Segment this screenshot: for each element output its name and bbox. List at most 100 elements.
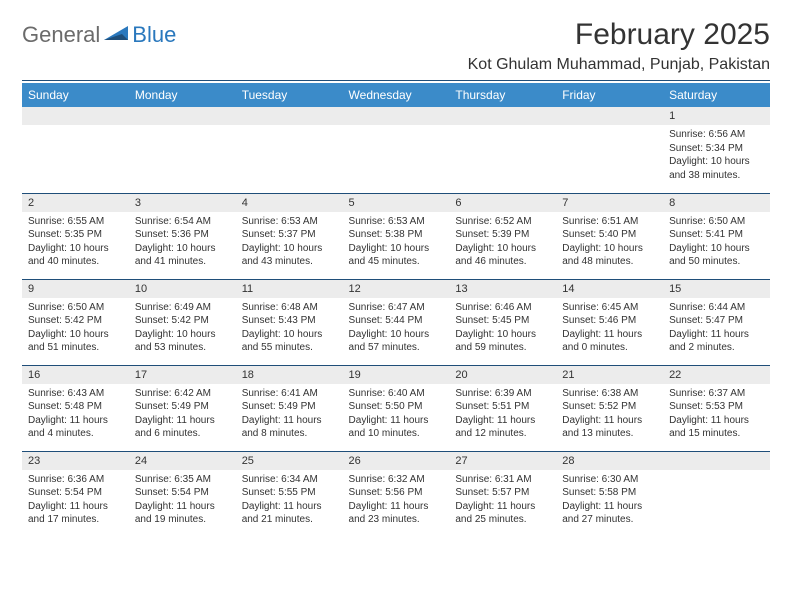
sunset-line: Sunset: 5:54 PM xyxy=(28,486,123,500)
sunrise-line: Sunrise: 6:32 AM xyxy=(349,473,444,487)
day-details: Sunrise: 6:46 AMSunset: 5:45 PMDaylight:… xyxy=(449,298,556,359)
weekday-header: Friday xyxy=(556,83,663,107)
calendar-cell xyxy=(343,107,450,193)
daylight-line: Daylight: 11 hours and 10 minutes. xyxy=(349,414,444,441)
daylight-line: Daylight: 10 hours and 45 minutes. xyxy=(349,242,444,269)
calendar-cell: 2Sunrise: 6:55 AMSunset: 5:35 PMDaylight… xyxy=(22,193,129,279)
calendar-table: SundayMondayTuesdayWednesdayThursdayFrid… xyxy=(22,83,770,537)
daylight-line: Daylight: 10 hours and 53 minutes. xyxy=(135,328,230,355)
sunrise-line: Sunrise: 6:31 AM xyxy=(455,473,550,487)
calendar-cell: 9Sunrise: 6:50 AMSunset: 5:42 PMDaylight… xyxy=(22,279,129,365)
weekday-header-row: SundayMondayTuesdayWednesdayThursdayFrid… xyxy=(22,83,770,107)
day-number: 14 xyxy=(556,280,663,298)
day-number: 9 xyxy=(22,280,129,298)
day-number: 4 xyxy=(236,194,343,212)
calendar-cell: 17Sunrise: 6:42 AMSunset: 5:49 PMDayligh… xyxy=(129,365,236,451)
logo: General Blue xyxy=(22,22,176,48)
calendar-week-row: 1Sunrise: 6:56 AMSunset: 5:34 PMDaylight… xyxy=(22,107,770,193)
day-details: Sunrise: 6:38 AMSunset: 5:52 PMDaylight:… xyxy=(556,384,663,445)
sunset-line: Sunset: 5:41 PM xyxy=(669,228,764,242)
title-block: February 2025 Kot Ghulam Muhammad, Punja… xyxy=(468,18,770,74)
sunset-line: Sunset: 5:36 PM xyxy=(135,228,230,242)
day-number: 16 xyxy=(22,366,129,384)
calendar-cell: 24Sunrise: 6:35 AMSunset: 5:54 PMDayligh… xyxy=(129,451,236,537)
logo-text-general: General xyxy=(22,22,100,48)
sunset-line: Sunset: 5:35 PM xyxy=(28,228,123,242)
day-number: 19 xyxy=(343,366,450,384)
day-number xyxy=(22,107,129,125)
calendar-cell: 4Sunrise: 6:53 AMSunset: 5:37 PMDaylight… xyxy=(236,193,343,279)
sunset-line: Sunset: 5:56 PM xyxy=(349,486,444,500)
sunset-line: Sunset: 5:39 PM xyxy=(455,228,550,242)
calendar-cell: 7 Sunrise: 6:51 AMSunset: 5:40 PMDaylight… xyxy=(556,193,663,279)
calendar-cell: 6Sunrise: 6:52 AMSunset: 5:39 PMDaylight… xyxy=(449,193,556,279)
logo-text-blue: Blue xyxy=(132,22,176,48)
day-number: 6 xyxy=(449,194,556,212)
day-number: 12 xyxy=(343,280,450,298)
calendar-cell xyxy=(129,107,236,193)
calendar-cell: 14Sunrise: 6:45 AMSunset: 5:46 PMDayligh… xyxy=(556,279,663,365)
day-details: Sunrise: 6:52 AMSunset: 5:39 PMDaylight:… xyxy=(449,212,556,273)
day-number: 25 xyxy=(236,452,343,470)
sunrise-line: Sunrise: 6:56 AM xyxy=(669,128,764,142)
sunrise-line: Sunrise: 6:41 AM xyxy=(242,387,337,401)
calendar-cell: 19Sunrise: 6:40 AMSunset: 5:50 PMDayligh… xyxy=(343,365,450,451)
calendar-cell xyxy=(449,107,556,193)
daylight-line: Daylight: 10 hours and 51 minutes. xyxy=(28,328,123,355)
calendar-cell: 20Sunrise: 6:39 AMSunset: 5:51 PMDayligh… xyxy=(449,365,556,451)
calendar-cell xyxy=(663,451,770,537)
daylight-line: Daylight: 11 hours and 25 minutes. xyxy=(455,500,550,527)
day-number: 7 xyxy=(556,194,663,212)
calendar-cell xyxy=(556,107,663,193)
month-title: February 2025 xyxy=(468,18,770,52)
sunset-line: Sunset: 5:45 PM xyxy=(455,314,550,328)
sunset-line: Sunset: 5:42 PM xyxy=(135,314,230,328)
weekday-header: Sunday xyxy=(22,83,129,107)
day-number: 22 xyxy=(663,366,770,384)
day-number: 21 xyxy=(556,366,663,384)
sunrise-line: Sunrise: 6:38 AM xyxy=(562,387,657,401)
sunrise-line: Sunrise: 6:49 AM xyxy=(135,301,230,315)
location: Kot Ghulam Muhammad, Punjab, Pakistan xyxy=(468,56,770,74)
sunset-line: Sunset: 5:46 PM xyxy=(562,314,657,328)
sunset-line: Sunset: 5:50 PM xyxy=(349,400,444,414)
day-details: Sunrise: 6:41 AMSunset: 5:49 PMDaylight:… xyxy=(236,384,343,445)
daylight-line: Daylight: 10 hours and 59 minutes. xyxy=(455,328,550,355)
day-number: 5 xyxy=(343,194,450,212)
daylight-line: Daylight: 10 hours and 46 minutes. xyxy=(455,242,550,269)
day-details: Sunrise: 6:53 AMSunset: 5:37 PMDaylight:… xyxy=(236,212,343,273)
daylight-line: Daylight: 10 hours and 48 minutes. xyxy=(562,242,657,269)
sunset-line: Sunset: 5:53 PM xyxy=(669,400,764,414)
day-number: 23 xyxy=(22,452,129,470)
daylight-line: Daylight: 10 hours and 43 minutes. xyxy=(242,242,337,269)
day-details: Sunrise: 6:44 AMSunset: 5:47 PMDaylight:… xyxy=(663,298,770,359)
sunset-line: Sunset: 5:34 PM xyxy=(669,142,764,156)
sunset-line: Sunset: 5:37 PM xyxy=(242,228,337,242)
calendar-cell: 11Sunrise: 6:48 AMSunset: 5:43 PMDayligh… xyxy=(236,279,343,365)
sunset-line: Sunset: 5:40 PM xyxy=(562,228,657,242)
sunrise-line: Sunrise: 6:34 AM xyxy=(242,473,337,487)
weekday-header: Saturday xyxy=(663,83,770,107)
calendar-cell: 5Sunrise: 6:53 AMSunset: 5:38 PMDaylight… xyxy=(343,193,450,279)
day-details: Sunrise: 6:31 AMSunset: 5:57 PMDaylight:… xyxy=(449,470,556,531)
sunset-line: Sunset: 5:51 PM xyxy=(455,400,550,414)
calendar-cell: 12Sunrise: 6:47 AMSunset: 5:44 PMDayligh… xyxy=(343,279,450,365)
sunrise-line: Sunrise: 6:54 AM xyxy=(135,215,230,229)
day-number xyxy=(663,452,770,470)
day-number: 27 xyxy=(449,452,556,470)
day-details: Sunrise: 6:49 AMSunset: 5:42 PMDaylight:… xyxy=(129,298,236,359)
sunset-line: Sunset: 5:43 PM xyxy=(242,314,337,328)
calendar-cell: 22Sunrise: 6:37 AMSunset: 5:53 PMDayligh… xyxy=(663,365,770,451)
day-number: 1 xyxy=(663,107,770,125)
day-details: Sunrise: 6:48 AMSunset: 5:43 PMDaylight:… xyxy=(236,298,343,359)
sunset-line: Sunset: 5:58 PM xyxy=(562,486,657,500)
calendar-cell: 3Sunrise: 6:54 AMSunset: 5:36 PMDaylight… xyxy=(129,193,236,279)
weekday-header: Tuesday xyxy=(236,83,343,107)
day-details: Sunrise: 6:47 AMSunset: 5:44 PMDaylight:… xyxy=(343,298,450,359)
sunrise-line: Sunrise: 6:42 AM xyxy=(135,387,230,401)
sunrise-line: Sunrise: 6:51 AM xyxy=(562,215,657,229)
header: General Blue February 2025 Kot Ghulam Mu… xyxy=(22,18,770,74)
daylight-line: Daylight: 11 hours and 23 minutes. xyxy=(349,500,444,527)
daylight-line: Daylight: 11 hours and 15 minutes. xyxy=(669,414,764,441)
sunset-line: Sunset: 5:38 PM xyxy=(349,228,444,242)
